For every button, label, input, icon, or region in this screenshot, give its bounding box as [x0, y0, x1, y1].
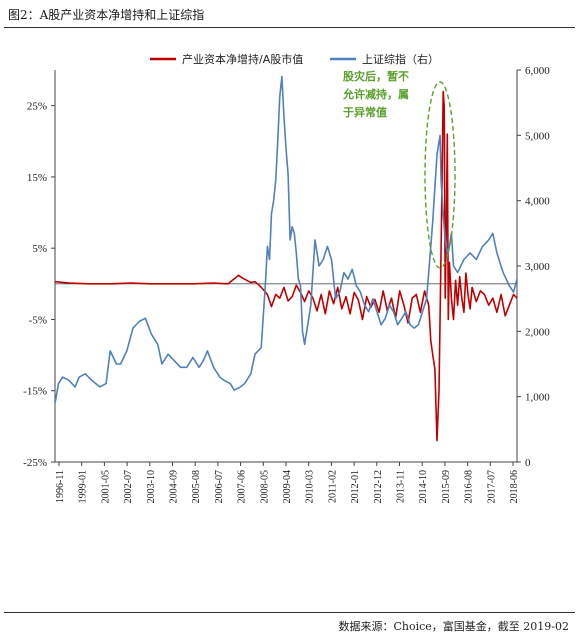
x-tick-label: 2004-09	[169, 470, 180, 503]
x-tick-label: 2017-07	[486, 470, 497, 503]
series-layer	[55, 75, 517, 442]
right-tick-label: 2,000	[525, 326, 550, 338]
x-tick-label: 2001-05	[100, 470, 111, 503]
x-tick-label: 2014-10	[418, 470, 429, 503]
right-tick-label: 6,000	[525, 65, 550, 77]
source-note: 数据来源：Choice，富国基金，截至 2019-02	[338, 620, 569, 633]
series-line-net-increase	[55, 90, 517, 442]
x-tick-label: 2007-06	[237, 470, 248, 503]
annotation-ellipse	[424, 81, 456, 269]
right-tick-label: 0	[525, 457, 531, 469]
right-tick-label: 4,000	[525, 196, 550, 208]
legend-label: 产业资本净增持/A股市值	[182, 52, 303, 66]
annotation-text: 于异常值	[343, 105, 387, 119]
x-tick-label: 2012-01	[350, 470, 361, 503]
x-tick-label: 2006-07	[214, 470, 225, 503]
title-rule	[4, 27, 575, 28]
left-tick-label: -25%	[23, 457, 47, 469]
x-tick-label: 2008-05	[259, 470, 270, 503]
x-tick-label: 2002-07	[123, 470, 134, 503]
x-tick-label: 2015-09	[441, 470, 452, 503]
x-tick-label: 2012-12	[373, 470, 384, 503]
right-tick-label: 3,000	[525, 261, 550, 273]
left-tick-label: 25%	[27, 101, 47, 113]
series-line-shanghai-index	[55, 75, 517, 404]
x-tick-label: 2005-08	[191, 470, 202, 503]
footer-rule	[4, 612, 575, 613]
x-tick-label: 2003-10	[146, 470, 157, 503]
annotation-text: 允许减持，属	[342, 87, 409, 101]
left-tick-label: 5%	[32, 243, 47, 255]
x-tick-label: 2009-04	[282, 470, 293, 503]
left-tick-label: -5%	[29, 314, 47, 326]
chart-title: 图2：A股产业资本净增持和上证综指	[8, 8, 205, 22]
x-tick-label: 1999-01	[78, 470, 89, 503]
x-tick-label: 2013-11	[396, 470, 407, 503]
right-tick-label: 1,000	[525, 392, 550, 404]
x-tick-label: 2010-03	[305, 470, 316, 503]
legend-label: 上证综指（右）	[362, 52, 439, 66]
annotation-text: 股灾后，暂不	[343, 69, 409, 83]
x-tick-label: 2011-02	[327, 470, 338, 503]
legend: 产业资本净增持/A股市值 上证综指（右）	[150, 52, 439, 66]
right-tick-label: 5,000	[525, 130, 550, 142]
x-tick-label: 2018-06	[509, 470, 520, 503]
x-tick-label: 2016-08	[464, 470, 475, 503]
left-tick-label: 15%	[27, 172, 47, 184]
left-tick-label: -15%	[23, 386, 47, 398]
x-tick-label: 1996-11	[55, 470, 66, 503]
